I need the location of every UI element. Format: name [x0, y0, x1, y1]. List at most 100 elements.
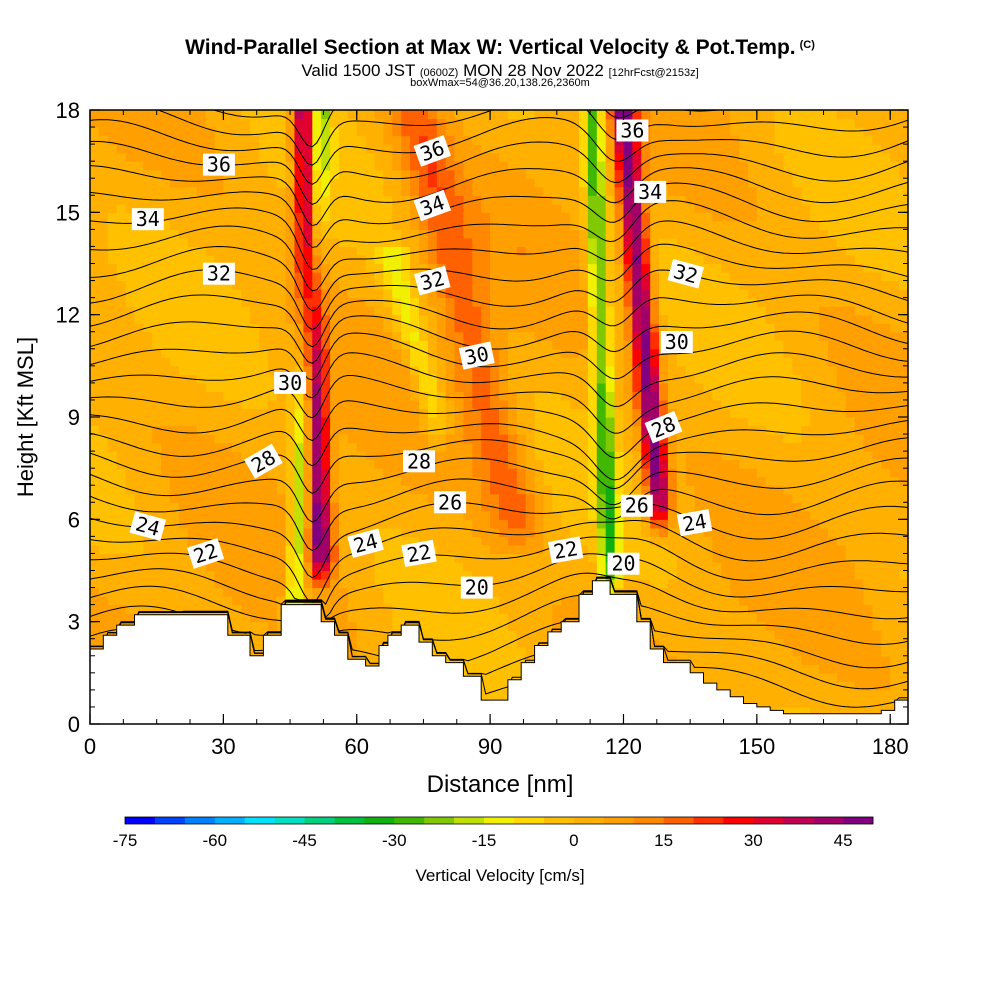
field-cell — [152, 289, 162, 299]
field-cell — [392, 306, 402, 316]
field-cell — [241, 152, 251, 162]
field-cell — [374, 476, 384, 486]
field-cell — [294, 536, 304, 546]
field-cell — [632, 357, 642, 367]
field-cell — [490, 664, 500, 674]
field-cell — [392, 255, 402, 265]
field-cell — [401, 246, 411, 256]
field-cell — [534, 408, 545, 418]
field-cell — [454, 127, 464, 137]
field-cell — [356, 365, 367, 375]
field-cell — [543, 255, 553, 265]
field-cell — [427, 510, 438, 520]
field-cell — [250, 135, 260, 145]
field-cell — [116, 544, 127, 554]
field-cell — [463, 562, 473, 572]
field-cell — [516, 169, 527, 179]
field-cell — [161, 596, 171, 606]
field-cell — [410, 263, 420, 273]
field-cell — [579, 314, 589, 324]
field-cell — [383, 229, 393, 239]
field-cell — [499, 297, 509, 307]
field-cell — [187, 348, 198, 358]
field-cell — [650, 212, 660, 222]
field-cell — [659, 272, 669, 282]
field-cell — [605, 476, 616, 486]
field-cell — [143, 391, 153, 401]
field-cell — [116, 118, 127, 128]
field-cell — [98, 391, 109, 401]
field-cell — [178, 314, 189, 324]
field-cell — [525, 272, 536, 282]
field-cell — [525, 604, 536, 614]
field-cell — [490, 544, 500, 554]
field-cell — [223, 434, 233, 444]
field-cell — [454, 323, 464, 333]
field-cell — [303, 323, 313, 333]
field-cell — [170, 510, 180, 520]
field-cell — [285, 493, 296, 503]
field-cell — [98, 280, 109, 290]
field-cell — [223, 178, 233, 188]
field-cell — [98, 331, 109, 341]
field-cell — [98, 237, 109, 247]
field-cell — [667, 314, 678, 324]
field-cell — [223, 340, 233, 350]
field-cell — [241, 229, 251, 239]
field-cell — [499, 621, 509, 631]
field-cell — [258, 110, 269, 120]
field-cell — [401, 382, 411, 392]
field-cell — [579, 527, 589, 537]
field-cell — [294, 297, 304, 307]
field-cell — [339, 621, 349, 631]
field-cell — [472, 459, 482, 469]
field-cell — [383, 220, 393, 230]
field-cell — [321, 340, 331, 350]
field-cell — [383, 604, 393, 614]
field-cell — [623, 272, 633, 282]
field-cell — [143, 553, 153, 563]
field-cell — [499, 203, 509, 213]
field-cell — [347, 570, 358, 580]
field-cell — [534, 331, 545, 341]
field-cell — [543, 178, 553, 188]
field-cell — [285, 553, 296, 563]
field-cell — [134, 459, 144, 469]
field-cell — [294, 203, 304, 213]
field-cell — [312, 510, 322, 520]
field-cell — [632, 476, 642, 486]
field-cell — [223, 297, 233, 307]
field-cell — [463, 621, 473, 631]
field-cell — [116, 451, 127, 461]
field-cell — [214, 203, 224, 213]
field-cell — [552, 621, 562, 631]
field-cell — [614, 340, 625, 350]
field-cell — [205, 118, 216, 128]
field-cell — [454, 186, 464, 196]
field-cell — [294, 272, 304, 282]
field-cell — [667, 493, 678, 503]
field-cell — [392, 374, 402, 384]
field-cell — [374, 374, 384, 384]
field-cell — [685, 544, 696, 554]
field-cell — [623, 357, 633, 367]
field-cell — [623, 519, 633, 529]
field-cell — [267, 468, 278, 478]
field-cell — [178, 417, 189, 427]
field-cell — [276, 562, 287, 572]
field-cell — [232, 323, 242, 333]
field-cell — [258, 135, 269, 145]
field-cell — [516, 374, 527, 384]
field-cell — [641, 323, 651, 333]
field-cell — [596, 178, 607, 188]
field-cell — [516, 246, 527, 256]
field-cell — [303, 485, 313, 495]
field-cell — [187, 519, 198, 529]
field-cell — [205, 255, 216, 265]
field-cell — [561, 237, 571, 247]
field-cell — [98, 604, 109, 614]
field-cell — [587, 468, 598, 478]
field-cell — [258, 246, 269, 256]
field-cell — [356, 493, 367, 503]
field-cell — [223, 485, 233, 495]
